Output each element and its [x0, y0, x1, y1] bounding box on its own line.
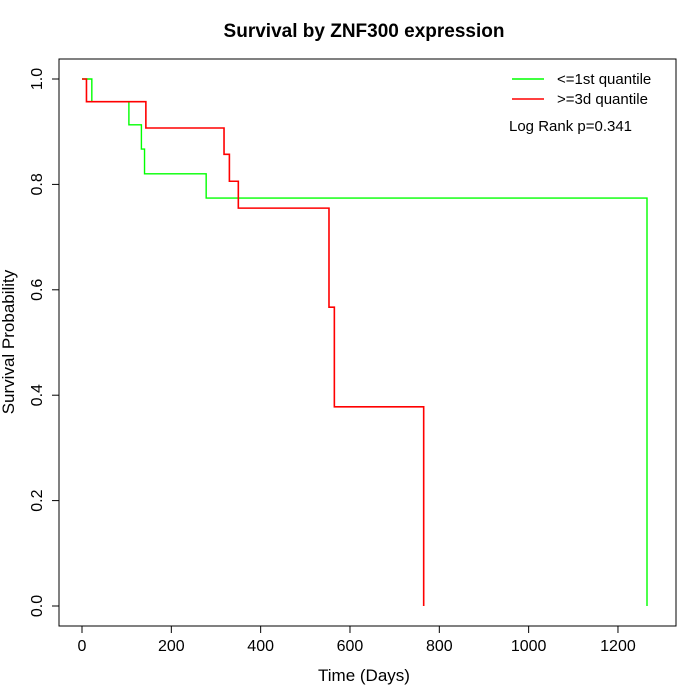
x-axis: 0 200 400 600 800 1000 1200	[78, 625, 636, 655]
x-tick-label: 600	[337, 638, 364, 655]
x-tick-label: 400	[247, 638, 274, 655]
x-tick-label: 800	[426, 638, 453, 655]
plot-frame	[58, 58, 677, 627]
y-axis: 0.0 0.2 0.4 0.6 0.8 1.0	[29, 68, 60, 617]
y-tick-label: 0.0	[29, 595, 46, 617]
legend-label: <=1st quantile	[557, 71, 651, 88]
y-tick-label: 1.0	[29, 68, 46, 90]
series-line-2	[82, 78, 425, 606]
log-rank-annotation: Log Rank p=0.341	[509, 118, 632, 135]
chart-title: Survival by ZNF300 expression	[224, 21, 505, 42]
x-tick-label: 0	[78, 638, 87, 655]
x-tick-label: 1200	[600, 638, 636, 655]
y-tick-label: 0.2	[29, 489, 46, 511]
x-tick-label: 1000	[511, 638, 547, 655]
x-axis-label: Time (Days)	[318, 666, 410, 685]
y-tick-label: 0.4	[29, 384, 46, 406]
series-line-1	[82, 78, 648, 606]
y-tick-label: 0.6	[29, 279, 46, 301]
legend: <=1st quantile >=3d quantile	[512, 71, 651, 108]
series-lines	[82, 78, 648, 606]
x-tick-label: 200	[158, 638, 185, 655]
y-axis-label: Survival Probability	[0, 269, 18, 414]
legend-label: >=3d quantile	[557, 91, 648, 108]
y-tick-label: 0.8	[29, 173, 46, 195]
